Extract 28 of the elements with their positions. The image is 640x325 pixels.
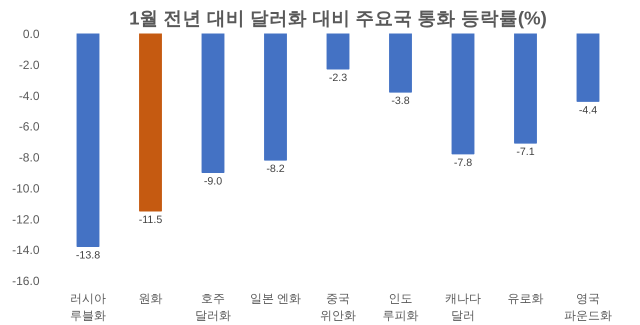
x-tick-label: 인도 루피화 [382, 292, 418, 322]
y-tick-label: 0.0 [22, 27, 40, 41]
data-label: -11.5 [138, 214, 162, 226]
y-tick-label: -6.0 [18, 120, 40, 134]
data-label: -8.2 [266, 163, 285, 176]
x-tick-label: 러시아 루블화 [70, 292, 106, 322]
x-tick-label: 유로화 [508, 292, 544, 306]
x-tick-label: 호주 달러화 [195, 292, 231, 322]
y-tick-label: -10.0 [12, 181, 40, 196]
x-tick-label: 중국 위안화 [320, 292, 356, 322]
data-label: -7.1 [516, 146, 535, 158]
data-label: -13.8 [76, 250, 100, 262]
y-tick-label: -16.0 [12, 274, 40, 288]
y-tick-label: -8.0 [18, 150, 40, 164]
chart-title: 1월 전년 대비 달러화 대비 주요국 통화 등락률(%) [129, 8, 547, 28]
data-label: -3.8 [391, 95, 410, 108]
data-label: -2.3 [328, 72, 348, 84]
x-tick-label: 일본 엔화 [250, 292, 302, 306]
data-label: -7.8 [454, 156, 472, 169]
y-tick-label: -4.0 [18, 88, 40, 103]
y-tick-label: -12.0 [12, 212, 40, 226]
y-tick-label: -14.0 [12, 243, 40, 258]
data-label: -4.4 [578, 104, 598, 116]
y-tick-label: -2.0 [18, 58, 40, 72]
x-tick-label: 영국 파운드화 [564, 292, 612, 322]
x-tick-label: 원화 [138, 292, 162, 306]
x-tick-label: 캐나다 달러 [445, 292, 481, 322]
data-label: -9.0 [204, 175, 222, 188]
